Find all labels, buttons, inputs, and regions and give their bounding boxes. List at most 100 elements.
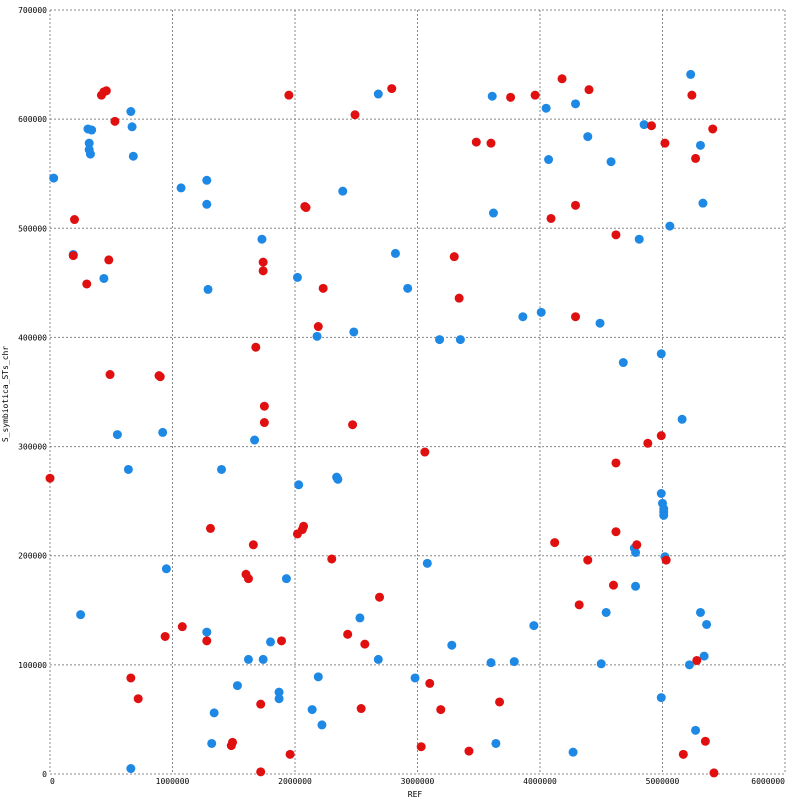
red-data-point	[436, 705, 446, 715]
blue-data-point	[349, 327, 359, 337]
y-tick-label: 700000	[18, 6, 47, 15]
red-data-point	[350, 110, 360, 120]
blue-data-point	[355, 613, 365, 623]
red-data-point	[285, 749, 295, 759]
blue-data-point	[634, 234, 644, 244]
red-data-point	[277, 636, 287, 646]
red-data-point	[700, 736, 710, 746]
red-data-point	[259, 418, 269, 428]
red-data-point	[104, 255, 114, 265]
blue-data-point	[126, 107, 136, 117]
blue-data-point	[656, 693, 666, 703]
red-data-point	[611, 230, 621, 240]
blue-data-point	[665, 221, 675, 231]
tick-labels: 0 1000000 2000000 3000000 4000000 5000000 6000…	[18, 6, 785, 786]
blue-data-point	[659, 510, 669, 520]
blue-data-point	[373, 89, 383, 99]
blue-data-point	[571, 99, 581, 109]
x-tick-label: 0	[50, 777, 55, 786]
blue-data-point	[312, 331, 322, 341]
blue-data-point	[596, 659, 606, 669]
y-tick-label: 200000	[18, 552, 47, 561]
blue-data-point	[702, 619, 712, 629]
red-data-point	[284, 90, 294, 100]
blue-data-point	[691, 725, 701, 735]
blue-data-point	[410, 673, 420, 683]
blue-data-point	[601, 607, 611, 617]
blue-data-point	[695, 607, 705, 617]
blue-data-point	[126, 764, 136, 774]
red-data-point	[256, 767, 266, 777]
x-tick-label: 5000000	[646, 777, 680, 786]
red-data-point	[313, 322, 323, 332]
blue-data-point	[455, 335, 465, 345]
red-data-point	[259, 401, 269, 411]
blue-data-point	[544, 155, 554, 165]
red-data-point	[343, 629, 353, 639]
red-data-point	[318, 283, 328, 293]
blue-data-point	[656, 349, 666, 359]
blue-data-point	[307, 705, 317, 715]
blue-data-point	[422, 558, 432, 568]
blue-data-point	[509, 657, 519, 667]
red-data-point	[656, 431, 666, 441]
y-tick-label: 100000	[18, 661, 47, 670]
y-tick-label: 600000	[18, 115, 47, 124]
blue-data-point	[123, 464, 133, 474]
blue-data-point	[176, 183, 186, 193]
blue-data-point	[202, 627, 212, 637]
red-data-point	[327, 554, 337, 564]
red-data-point	[557, 74, 567, 84]
red-data-point	[643, 438, 653, 448]
blue-data-point	[99, 273, 109, 283]
red-data-point	[251, 342, 261, 352]
red-data-point	[471, 137, 481, 147]
red-data-point	[356, 704, 366, 714]
x-tick-label: 1000000	[156, 777, 190, 786]
red-data-point	[609, 580, 618, 590]
red-data-point	[202, 636, 212, 646]
red-data-point	[449, 252, 459, 262]
blue-data-point	[294, 480, 304, 490]
blue-data-point	[541, 103, 551, 113]
blue-data-point	[209, 708, 219, 718]
blue-data-point	[250, 435, 260, 445]
red-data-point	[708, 124, 718, 134]
blue-data-point	[390, 248, 400, 258]
blue-data-point	[292, 272, 302, 282]
blue-data-point	[583, 132, 593, 142]
red-data-point	[709, 768, 719, 778]
blue-data-point	[161, 564, 171, 574]
blue-data-point	[639, 120, 649, 130]
y-tick-label: 400000	[18, 333, 47, 342]
red-data-point	[546, 213, 556, 223]
x-axis-title: REF	[408, 790, 423, 799]
blue-data-point	[207, 738, 217, 748]
red-data-point	[101, 86, 111, 96]
red-data-point	[495, 697, 505, 707]
red-data-point	[133, 694, 143, 704]
blue-data-point	[447, 640, 457, 650]
blue-data-point	[87, 125, 97, 135]
red-data-point	[660, 138, 670, 148]
y-tick-label: 500000	[18, 224, 47, 233]
red-data-point	[301, 203, 311, 213]
y-axis-title: S_symbiotica_STs_chr	[1, 346, 10, 443]
blue-data-point	[274, 694, 284, 704]
red-data-point	[584, 85, 594, 95]
blue-data-point	[536, 307, 546, 317]
red-data-point	[228, 737, 238, 747]
blue-data-point	[217, 464, 226, 474]
blue-data-point	[257, 234, 267, 244]
red-data-point	[248, 540, 258, 550]
red-data-point	[177, 622, 187, 632]
x-tick-label: 2000000	[278, 777, 312, 786]
blue-data-point	[595, 318, 605, 328]
blue-data-point	[684, 660, 694, 670]
blue-data-point	[491, 738, 501, 748]
blue-data-point	[281, 574, 291, 584]
blue-data-point	[618, 358, 628, 368]
red-data-point	[258, 257, 268, 267]
blue-data-point	[488, 208, 498, 218]
